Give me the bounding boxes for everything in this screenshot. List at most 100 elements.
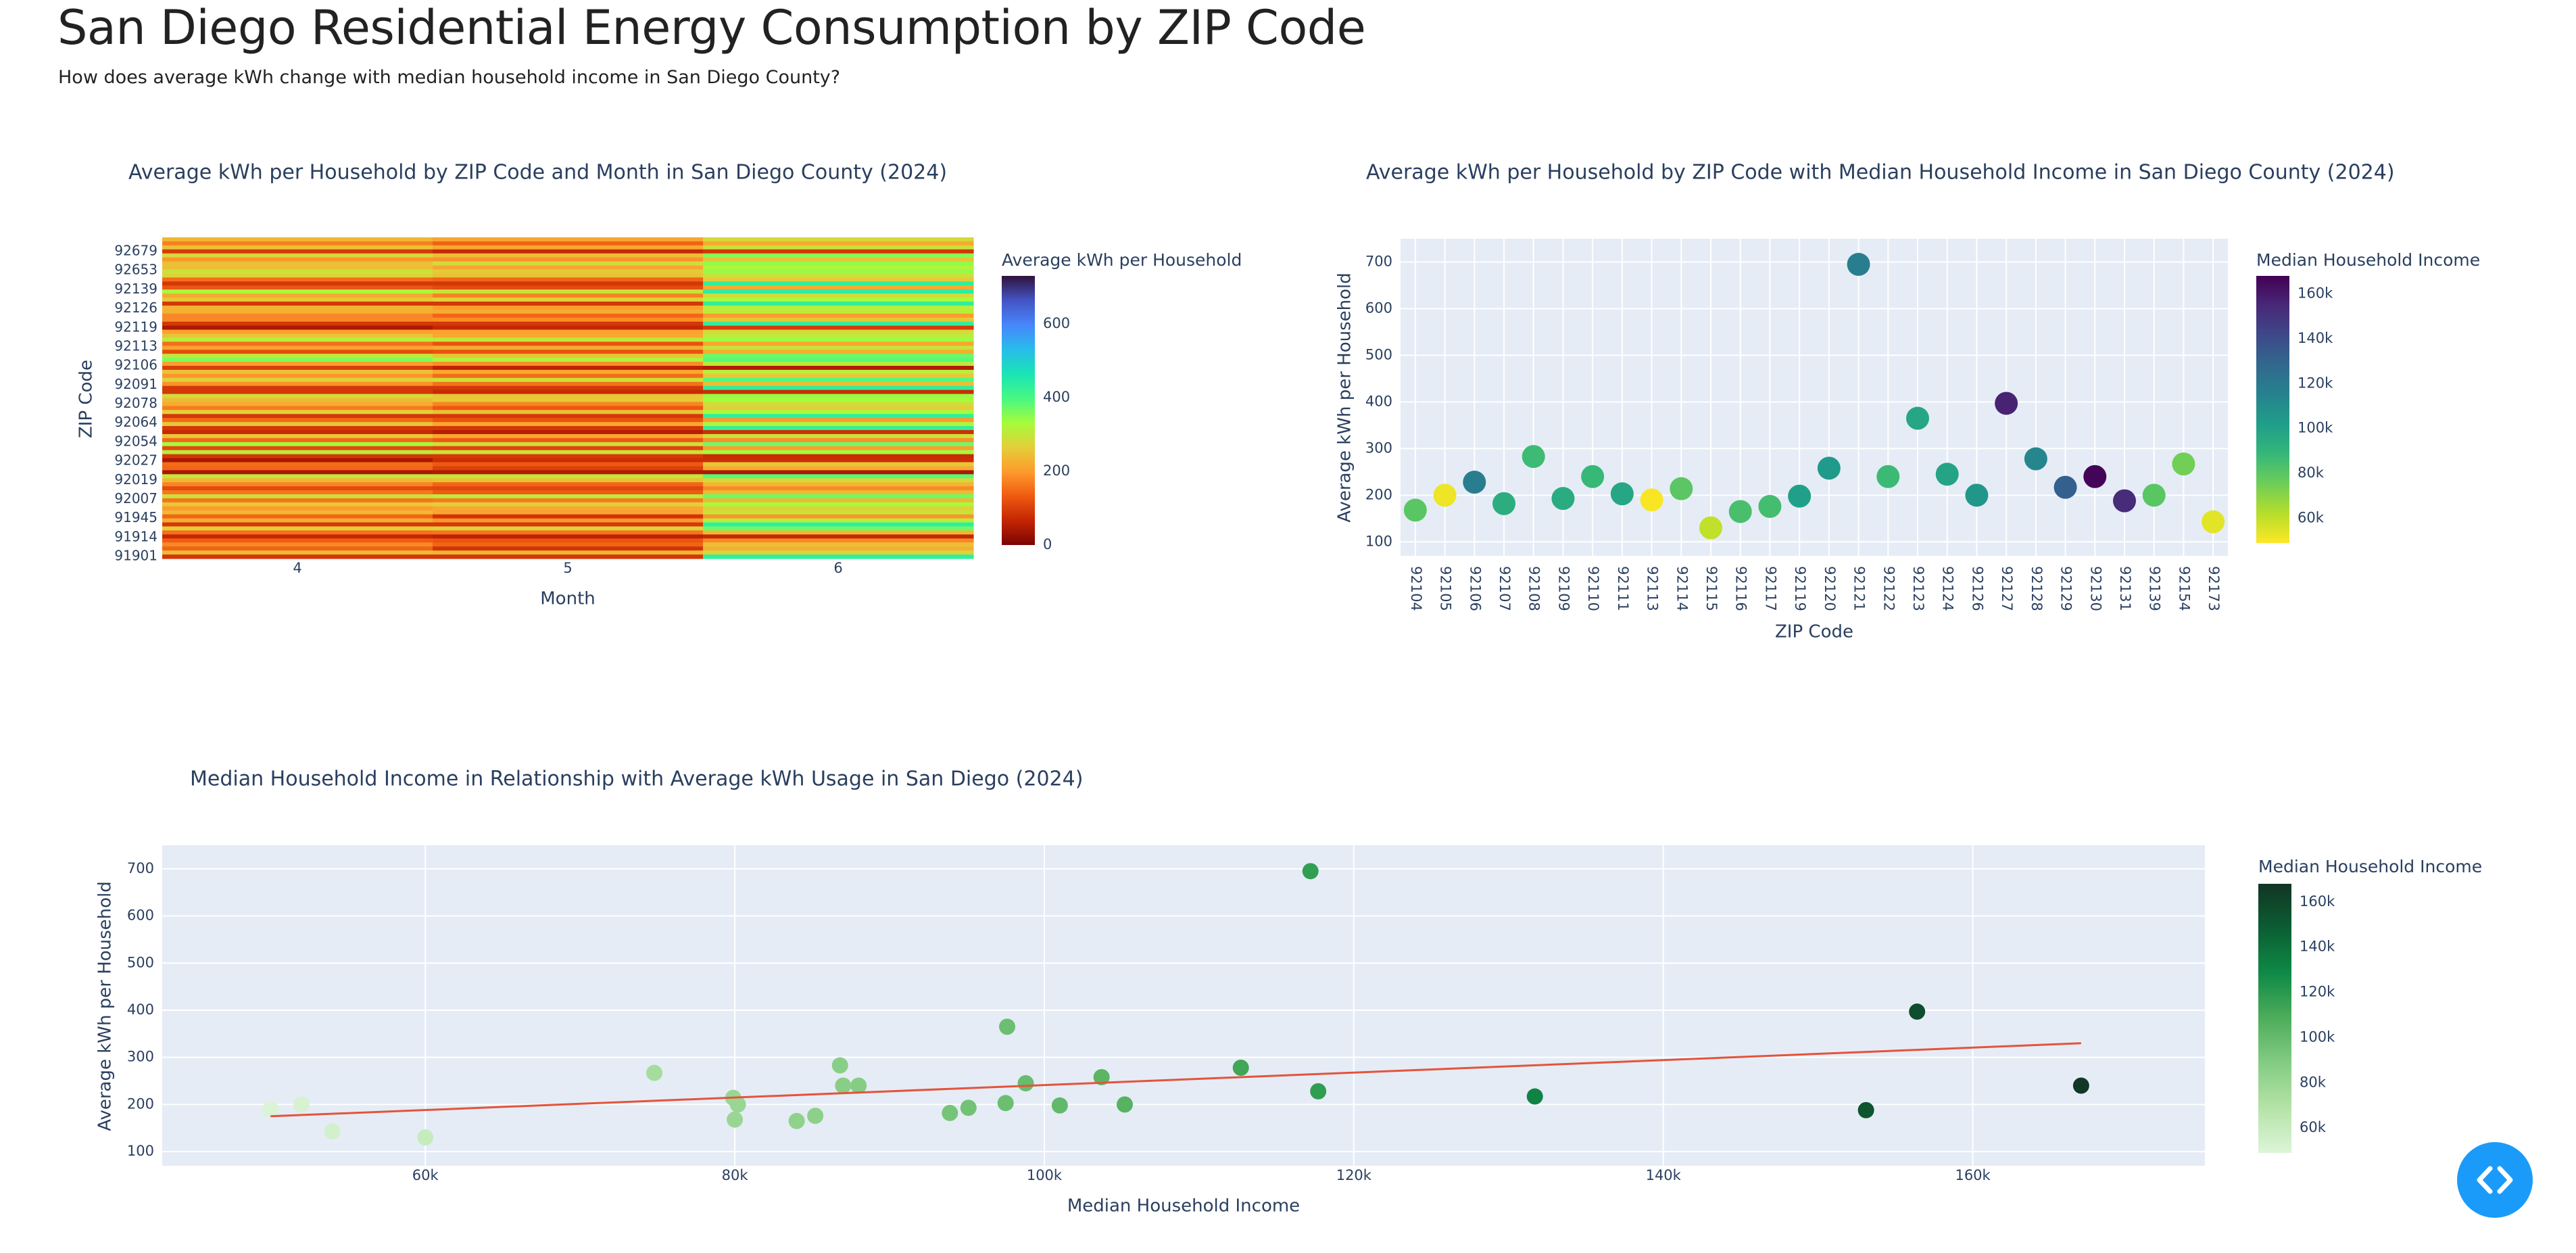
y-tick-label: 92126 bbox=[114, 300, 157, 316]
scatter-point[interactable] bbox=[1847, 252, 1870, 276]
scatter-point[interactable] bbox=[2024, 447, 2047, 471]
heatmap-cell bbox=[162, 389, 433, 395]
heatmap-cell bbox=[433, 341, 704, 346]
scatter-point[interactable] bbox=[262, 1101, 279, 1118]
y-tick-label: 92139 bbox=[114, 281, 157, 297]
scatter-point[interactable] bbox=[1117, 1096, 1134, 1113]
heatmap-cell bbox=[433, 494, 704, 499]
chart-title: Average kWh per Household by ZIP Code wi… bbox=[1366, 161, 2395, 185]
heatmap-cell bbox=[703, 554, 974, 559]
heatmap-cell bbox=[433, 526, 704, 531]
scatter-point[interactable] bbox=[1817, 456, 1841, 480]
scatter-point[interactable] bbox=[1699, 516, 1722, 540]
x-tick-label: 92117 bbox=[1762, 566, 1778, 611]
heatmap-cell bbox=[433, 466, 704, 471]
scatter-point[interactable] bbox=[788, 1112, 805, 1129]
scatter-point[interactable] bbox=[1758, 494, 1782, 518]
x-axis-title: ZIP Code bbox=[1775, 622, 1853, 642]
scatter-point[interactable] bbox=[293, 1096, 310, 1113]
code-toggle-button[interactable] bbox=[2457, 1142, 2533, 1218]
heatmap-cell bbox=[433, 313, 704, 318]
scatter-point[interactable] bbox=[2113, 489, 2136, 513]
scatter-point[interactable] bbox=[1610, 482, 1634, 506]
scatter-point[interactable] bbox=[1728, 500, 1752, 523]
heatmap-cell bbox=[703, 257, 974, 262]
scatter-point[interactable] bbox=[1906, 406, 1929, 430]
scatter-point[interactable] bbox=[1526, 1088, 1543, 1105]
heatmap-cell bbox=[162, 466, 433, 471]
scatter-point[interactable] bbox=[1433, 483, 1457, 507]
heatmap-cell bbox=[162, 518, 433, 523]
scatter-point[interactable] bbox=[850, 1077, 867, 1094]
heatmap-cell bbox=[433, 510, 704, 515]
heatmap-cell bbox=[162, 478, 433, 483]
scatter-point[interactable] bbox=[831, 1057, 848, 1074]
scatter-point[interactable] bbox=[1093, 1068, 1110, 1085]
colorbar-tick-label: 200 bbox=[1043, 463, 1070, 479]
scatter-point[interactable] bbox=[2072, 1077, 2089, 1094]
scatter-point[interactable] bbox=[417, 1129, 434, 1146]
scatter-point[interactable] bbox=[1995, 392, 2018, 415]
colorbar bbox=[2256, 276, 2289, 543]
scatter-point[interactable] bbox=[1232, 1060, 1249, 1077]
heatmap-cell bbox=[433, 514, 704, 519]
scatter-point[interactable] bbox=[1310, 1083, 1327, 1100]
scatter-point[interactable] bbox=[324, 1123, 341, 1140]
heatmap-cell bbox=[433, 249, 704, 254]
heatmap-cell bbox=[162, 534, 433, 539]
scatter-point[interactable] bbox=[1492, 492, 1515, 515]
y-tick-label: 700 bbox=[1365, 253, 1392, 269]
heatmap-cell bbox=[162, 302, 433, 306]
scatter-point[interactable] bbox=[1857, 1102, 1874, 1118]
scatter-point[interactable] bbox=[1581, 465, 1605, 488]
x-tick-label: 92154 bbox=[2176, 566, 2192, 611]
scatter-point[interactable] bbox=[1403, 498, 1427, 522]
scatter-point[interactable] bbox=[999, 1018, 1016, 1035]
x-tick-label: 60k bbox=[412, 1167, 439, 1183]
scatter-point[interactable] bbox=[2083, 465, 2107, 488]
scatter-point[interactable] bbox=[2172, 452, 2195, 476]
heatmap-cell bbox=[162, 538, 433, 543]
heatmap-cell bbox=[433, 474, 704, 479]
scatter-point[interactable] bbox=[729, 1096, 746, 1113]
scatter-point[interactable] bbox=[835, 1077, 852, 1094]
heatmap-cell bbox=[433, 302, 704, 306]
y-tick-label: 92106 bbox=[114, 357, 157, 373]
scatter-point[interactable] bbox=[1017, 1075, 1034, 1092]
scatter-point[interactable] bbox=[1935, 463, 1959, 486]
scatter-point[interactable] bbox=[2202, 510, 2225, 534]
scatter-point[interactable] bbox=[727, 1111, 744, 1128]
scatter-point[interactable] bbox=[1640, 488, 1663, 512]
heatmap-cell bbox=[162, 542, 433, 547]
heatmap-cell bbox=[433, 373, 704, 379]
y-tick-label: 92078 bbox=[114, 395, 157, 411]
scatter-point[interactable] bbox=[960, 1100, 977, 1116]
scatter-point[interactable] bbox=[1551, 487, 1575, 511]
heatmap-cell bbox=[433, 241, 704, 246]
scatter-point[interactable] bbox=[1965, 483, 1989, 507]
scatter-point[interactable] bbox=[942, 1104, 958, 1121]
x-tick-label: 92107 bbox=[1497, 566, 1513, 611]
x-tick-label: 92122 bbox=[1880, 566, 1897, 611]
scatter-point[interactable] bbox=[2142, 483, 2166, 507]
scatter-point[interactable] bbox=[807, 1108, 824, 1125]
x-tick-label: 92120 bbox=[1822, 566, 1838, 611]
heatmap-cell bbox=[703, 354, 974, 358]
heatmap-cell bbox=[703, 470, 974, 475]
heatmap-cell bbox=[162, 550, 433, 555]
scatter-point[interactable] bbox=[1788, 484, 1812, 508]
scatter-point[interactable] bbox=[2053, 475, 2077, 499]
heatmap-cell bbox=[162, 309, 433, 314]
scatter-point[interactable] bbox=[1876, 465, 1900, 488]
scatter-point[interactable] bbox=[1670, 477, 1693, 500]
y-tick-label: 100 bbox=[127, 1143, 154, 1159]
scatter-point[interactable] bbox=[1051, 1097, 1068, 1114]
scatter-point[interactable] bbox=[997, 1095, 1014, 1112]
scatter-points bbox=[262, 863, 2089, 1146]
heatmap-cell bbox=[433, 269, 704, 275]
scatter-point[interactable] bbox=[1302, 863, 1319, 880]
scatter-point[interactable] bbox=[1909, 1003, 1926, 1020]
scatter-point[interactable] bbox=[646, 1064, 663, 1081]
scatter-point[interactable] bbox=[1463, 471, 1486, 494]
scatter-point[interactable] bbox=[1522, 445, 1545, 469]
